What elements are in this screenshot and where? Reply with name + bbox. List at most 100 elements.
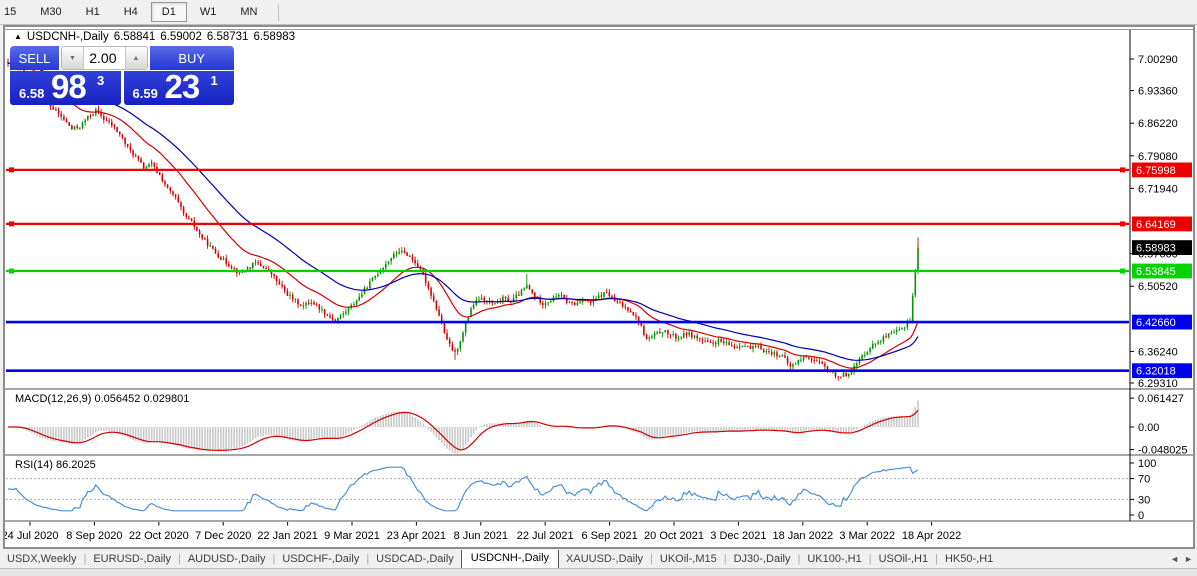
level-price-label: 6.42660	[1136, 317, 1176, 329]
rsi-axis-tick: 0	[1138, 510, 1144, 522]
timeframe-button-W1[interactable]: W1	[199, 6, 217, 18]
level-price-label-bg	[1132, 263, 1192, 279]
tab-separator: |	[177, 553, 181, 565]
chart-window: 7.002906.933606.862206.790806.719406.576…	[3, 25, 1195, 549]
level-price-label-bg	[1132, 363, 1192, 379]
level-handle-left[interactable]	[9, 268, 14, 274]
tab-separator: |	[83, 553, 87, 565]
chart-canvas[interactable]: 7.002906.933606.862206.790806.719406.576…	[5, 27, 1193, 547]
buy-button[interactable]: BUY	[149, 46, 234, 70]
date-axis-label: 3 Mar 2022	[839, 530, 895, 542]
price-axis-tick: 6.79080	[1138, 151, 1178, 163]
tab-scroll-buttons: ◄ ►	[1166, 554, 1197, 568]
buy-price-big: 23	[164, 71, 201, 105]
rsi-value: 86.2025	[55, 459, 96, 471]
level-handle-left[interactable]	[9, 221, 14, 227]
level-handle-left[interactable]	[9, 167, 14, 173]
status-strip	[0, 568, 1197, 576]
level-price-label: 6.75998	[1136, 165, 1176, 177]
macd-label: MACD(12,26,9)	[15, 393, 92, 405]
timeframe-button-M30[interactable]: M30	[40, 6, 62, 18]
tab-separator: |	[723, 553, 727, 565]
date-axis-label: 3 Dec 2021	[710, 530, 766, 542]
triangle-up-icon: ▲	[132, 54, 140, 62]
chart-tab-usdx-weekly[interactable]: USDX,Weekly	[7, 553, 77, 565]
chart-tab-eurusd-daily[interactable]: EURUSD-,Daily	[93, 553, 171, 565]
current-price-label-bg	[1132, 240, 1192, 255]
tab-separator: |	[935, 553, 938, 565]
date-axis-label: 8 Sep 2020	[66, 530, 122, 542]
sell-price-box[interactable]: 6.58 98 3	[10, 71, 121, 105]
ma-fast-line	[8, 62, 919, 369]
macd-indicator-label: MACD(12,26,9) 0.056452 0.029801	[15, 393, 189, 405]
chart-tab-usoil-h1[interactable]: USOil-,H1	[878, 553, 929, 565]
chart-tab-usdchf-daily[interactable]: USDCHF-,Daily	[282, 553, 360, 565]
chart-tab-hk50-h1[interactable]: HK50-,H1	[944, 553, 994, 565]
macd-axis-tick: 0.00	[1138, 422, 1159, 434]
level-handle-right[interactable]	[1120, 221, 1125, 227]
ohlc-high: 6.59002	[160, 31, 202, 43]
chart-tab-xauusd-daily[interactable]: XAUUSD-,Daily	[566, 553, 644, 565]
chart-tab-dj30-daily[interactable]: DJ30-,Daily	[733, 553, 791, 565]
price-axis-tick: 7.00290	[1138, 54, 1178, 66]
level-price-label-bg	[1132, 216, 1192, 232]
level-handle-right[interactable]	[1120, 167, 1125, 173]
tab-separator: |	[797, 553, 801, 565]
price-axis-tick: 6.29310	[1138, 378, 1178, 390]
date-axis-label: 7 Dec 2020	[195, 530, 251, 542]
tab-separator: |	[272, 553, 276, 565]
macd-axis-tick: 0.061427	[1138, 393, 1184, 405]
chart-tab-usdcad-daily[interactable]: USDCAD-,Daily	[376, 553, 454, 565]
level-price-label-bg	[1132, 162, 1192, 178]
date-axis-label: 22 Jan 2021	[257, 530, 318, 542]
buy-price-sup: 1	[210, 73, 218, 88]
sell-price-big: 98	[51, 71, 87, 105]
chart-title-row: ▲ USDCNH-,Daily 6.58841 6.59002 6.58731 …	[14, 31, 295, 43]
chart-background	[5, 27, 1193, 547]
triangle-down-icon: ▼	[69, 54, 76, 62]
rsi-axis-tick: 70	[1138, 474, 1150, 486]
timeframe-toolbar: 15 M30 H1 H4 D1 W1 MN	[0, 0, 1197, 25]
chart-tab-usdcnh-daily[interactable]: USDCNH-,Daily	[460, 550, 560, 568]
chart-symbol-period: USDCNH-,Daily	[26, 31, 109, 43]
chart-tab-uk100-h1[interactable]: UK100-,H1	[807, 553, 862, 565]
sell-button[interactable]: SELL	[10, 46, 59, 70]
date-axis-label: 22 Jul 2021	[517, 530, 574, 542]
rsi-axis-tick: 30	[1138, 494, 1150, 506]
rsi-label: RSI(14)	[15, 459, 53, 471]
chart-tab-audusd-daily[interactable]: AUDUSD-,Daily	[187, 553, 266, 565]
buy-price-box[interactable]: 6.59 23 1	[123, 71, 234, 105]
price-axis-tick: 6.50520	[1138, 281, 1178, 293]
date-axis-label: 22 Oct 2020	[129, 530, 189, 542]
rsi-axis-tick: 100	[1138, 458, 1156, 470]
tab-separator: |	[650, 553, 653, 565]
timeframe-button-H1[interactable]: H1	[85, 6, 100, 18]
rsi-indicator-label: RSI(14) 86.2025	[15, 459, 96, 471]
level-handle-right[interactable]	[1120, 268, 1125, 274]
date-axis-label: 6 Sep 2021	[581, 530, 637, 542]
timeframe-button-15[interactable]: 15	[4, 6, 17, 18]
sell-price-sup: 3	[97, 73, 105, 88]
level-price-label: 6.64169	[1136, 219, 1176, 231]
level-price-label-bg	[1132, 314, 1192, 330]
ohlc-low: 6.58731	[206, 31, 249, 43]
timeframe-button-D1[interactable]: D1	[150, 2, 187, 22]
tab-scroll-right-icon[interactable]: ►	[1184, 554, 1193, 564]
tab-separator: |	[868, 553, 872, 565]
collapse-pane-icon[interactable]: ▲	[14, 31, 22, 41]
chart-tab-bar: USDX,Weekly | EURUSD-,Daily | AUDUSD-,Daily |…	[0, 550, 1197, 568]
timeframe-button-MN[interactable]: MN	[240, 6, 258, 18]
tab-separator: |	[366, 553, 370, 565]
volume-increase-button[interactable]: ▲	[124, 47, 147, 69]
volume-decrease-button[interactable]: ▼	[62, 47, 84, 69]
tab-scroll-left-icon[interactable]: ◄	[1170, 554, 1180, 564]
one-click-trading-panel: SELL ▼ ▲ BUY 6.58 98 3	[10, 46, 234, 105]
date-axis-label: 18 Apr 2022	[902, 530, 961, 542]
macd-signal-line	[8, 409, 919, 451]
volume-input[interactable]	[84, 47, 125, 69]
date-axis-label: 9 Mar 2021	[324, 530, 380, 542]
sell-price-small: 6.58	[19, 86, 45, 101]
timeframe-button-H4[interactable]: H4	[123, 6, 138, 18]
chart-tab-ukoil-m15[interactable]: UKOil-,M15	[659, 553, 717, 565]
